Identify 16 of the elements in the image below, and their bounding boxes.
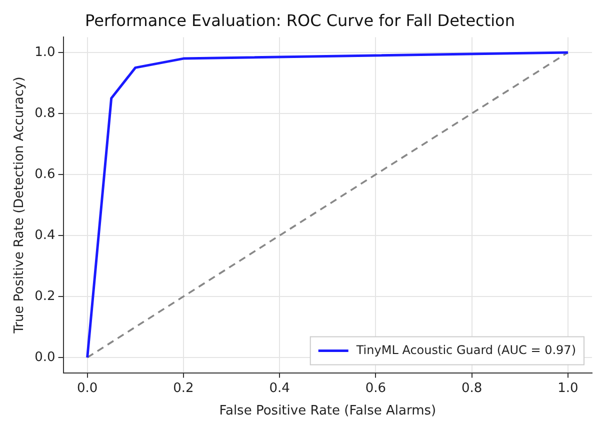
x-tick-label: 0.6 <box>365 380 386 396</box>
x-tick-label: 0.2 <box>173 380 194 396</box>
y-tick-label: 0.2 <box>34 288 56 304</box>
x-axis-title: False Positive Rate (False Alarms) <box>219 404 436 419</box>
x-tick-label: 0.8 <box>461 380 482 396</box>
y-tick-label: 0.4 <box>34 228 56 243</box>
y-tick-label: 0.8 <box>34 106 56 121</box>
y-axis-title: True Positive Rate (Detection Accuracy) <box>12 76 28 334</box>
y-tick-label: 0.0 <box>34 350 56 365</box>
y-tick-label: 1.0 <box>34 44 56 60</box>
legend-label: TinyML Acoustic Guard (AUC = 0.97) <box>355 342 576 357</box>
x-tick-label: 0.0 <box>76 380 98 396</box>
x-tick-label: 0.4 <box>269 380 290 396</box>
chart-title: Performance Evaluation: ROC Curve for Fall Detection <box>85 10 515 30</box>
x-tick-label: 1.0 <box>558 380 578 396</box>
y-tick-label: 0.6 <box>34 166 56 182</box>
